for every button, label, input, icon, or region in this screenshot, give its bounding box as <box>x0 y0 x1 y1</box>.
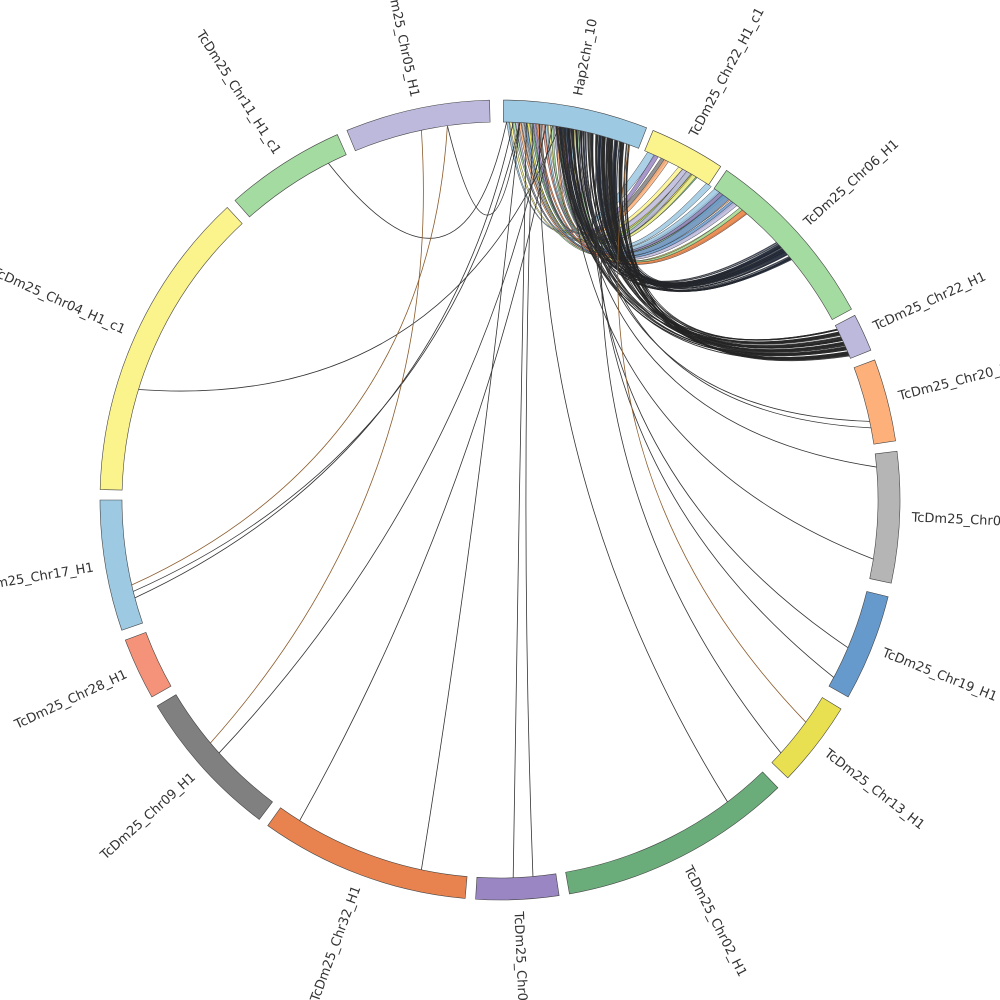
link <box>590 133 849 649</box>
segment-label: TcDm25_Chr11_H1_c1 <box>192 27 283 157</box>
segment <box>771 697 842 779</box>
segment <box>869 450 901 584</box>
link <box>210 130 424 744</box>
segment <box>828 591 889 698</box>
link <box>538 124 728 803</box>
link <box>328 121 507 239</box>
link <box>134 122 514 599</box>
segment <box>99 207 243 491</box>
segment-label: TcDm25_Chr22_H1 <box>870 269 988 334</box>
link <box>299 125 553 821</box>
link <box>131 125 448 586</box>
link <box>571 128 877 468</box>
segment <box>156 694 273 820</box>
link <box>584 131 872 429</box>
link <box>133 122 521 592</box>
segment-label: TcDm25_Chr32_H1 <box>308 884 365 1000</box>
segment <box>475 873 560 901</box>
segment-label: TcDm25_Chr01_H1 <box>910 510 1000 530</box>
segment <box>234 134 347 218</box>
segment-label: TcDm25_Chr19_H1 <box>879 645 999 705</box>
link <box>617 144 807 723</box>
segment-label: TcDm25_Chr05_H1 <box>381 0 421 99</box>
link <box>447 122 521 216</box>
segment-label: TcDm25_Chr20_H1 <box>896 359 1000 404</box>
segment <box>502 99 647 149</box>
segment <box>713 169 852 321</box>
segments <box>99 99 901 901</box>
segment-label: Hap2chr_10 <box>571 18 601 97</box>
segment-label: TcDm25_Chr13_H1 <box>820 746 927 833</box>
segment-label: TcDm25_Chr28_H1 <box>12 667 130 733</box>
segment-label: TcDm25_Chr09_H1 <box>97 770 199 864</box>
segment <box>834 314 872 359</box>
link <box>595 134 835 678</box>
segment <box>565 771 779 895</box>
segment <box>853 359 896 445</box>
link <box>525 123 534 877</box>
segment-label: TcDm25_Chr22_H1_c1 <box>686 5 767 140</box>
segment <box>267 807 468 899</box>
link <box>565 127 874 560</box>
link <box>218 124 547 754</box>
link <box>512 122 527 878</box>
link <box>138 126 560 392</box>
segment <box>346 99 491 152</box>
segment-label: TcDm25_Chr06_H1 <box>800 137 902 231</box>
links <box>131 121 877 878</box>
segment-label: TcDm25_Chr04_H1_c1 <box>0 264 127 337</box>
segment-label: TcDm25_Chr02_H1 <box>680 863 749 980</box>
link <box>600 138 782 754</box>
segment-label: TcDm25_Chr03_H1 <box>510 910 530 1000</box>
segment-label: TcDm25_Chr17_H1 <box>0 561 95 596</box>
segment <box>124 631 172 698</box>
segment <box>644 130 722 186</box>
segment <box>99 499 143 631</box>
link <box>421 122 521 870</box>
